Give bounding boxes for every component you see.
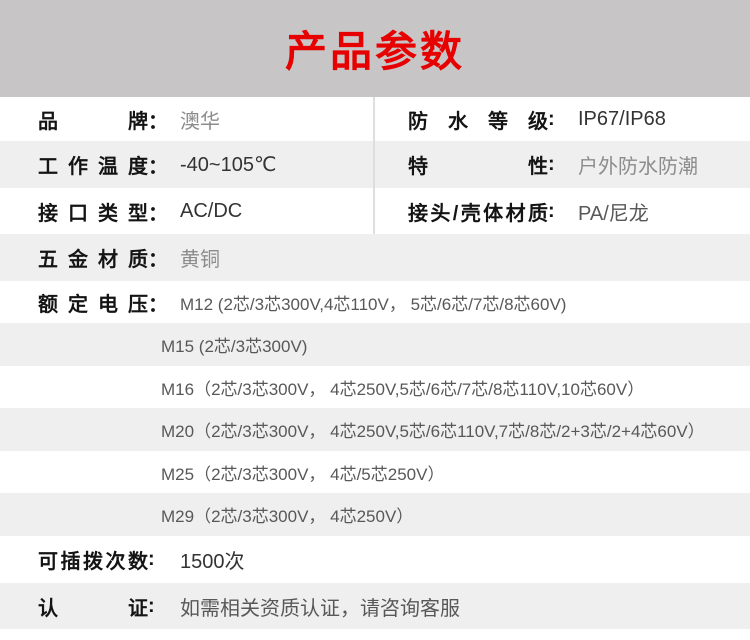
spec-label: 五金材质 — [38, 249, 148, 271]
label-colon: : — [148, 594, 155, 617]
spec-value-voltage-m12: M12 (2芯/3芯300V,4芯110V， 5芯/6芯/7芯/8芯60V) — [180, 294, 567, 314]
spec-row-temperature-feature: 工作温度： -40~105℃ 特性: 户外防水防潮 — [0, 141, 750, 188]
spec-label: 特性 — [408, 156, 548, 178]
spec-row-certification: 认证: 如需相关资质认证，请咨询客服 — [0, 583, 750, 629]
label-colon: ： — [148, 156, 168, 178]
page-title: 产品参数 — [284, 28, 465, 75]
spec-label: 接口类型 — [38, 202, 148, 225]
label-colon: ： — [148, 293, 168, 316]
spec-label: 防水等级 — [408, 110, 548, 133]
spec-row-voltage-m29: M29（2芯/3芯300V， 4芯250V） — [0, 493, 750, 536]
cell-voltage-m25: M25（2芯/3芯300V， 4芯/5芯250V） — [0, 451, 750, 493]
spec-label: 品牌 — [38, 110, 148, 133]
spec-value: -40~105℃ — [180, 154, 277, 176]
spec-value: 黄铜 — [180, 249, 220, 271]
spec-value: AC/DC — [180, 199, 243, 222]
spec-row-plug-cycles: 可插拨次数: 1500次 — [0, 536, 750, 583]
cell-feature: 特性: 户外防水防潮 — [375, 141, 750, 188]
label-colon: ： — [148, 110, 168, 133]
spec-row-voltage-m25: M25（2芯/3芯300V， 4芯/5芯250V） — [0, 451, 750, 493]
spec-value-voltage-m29: M29（2芯/3芯300V， 4芯250V） — [161, 507, 414, 526]
label-colon: : — [548, 107, 555, 130]
spec-row-rated-voltage: 额定电压： M12 (2芯/3芯300V,4芯110V， 5芯/6芯/7芯/8芯6… — [0, 281, 750, 323]
spec-row-hardware-material: 五金材质： 黄铜 — [0, 234, 750, 281]
spec-value: 户外防水防潮 — [578, 156, 698, 178]
label-colon: ： — [148, 202, 168, 225]
cell-shell-material: 接头/壳体材质: PA/尼龙 — [375, 188, 750, 234]
label-colon: : — [148, 548, 155, 570]
label-colon: : — [548, 199, 555, 222]
spec-value-voltage-m16: M16（2芯/3芯300V， 4芯250V,5芯/6芯/7芯/8芯110V,10… — [161, 379, 645, 399]
cell-voltage-m16: M16（2芯/3芯300V， 4芯250V,5芯/6芯/7芯/8芯110V,10… — [0, 366, 750, 408]
spec-value-voltage-m25: M25（2芯/3芯300V， 4芯/5芯250V） — [161, 464, 445, 484]
spec-label: 可插拨次数 — [38, 551, 148, 573]
spec-row-voltage-m16: M16（2芯/3芯300V， 4芯250V,5芯/6芯/7芯/8芯110V,10… — [0, 366, 750, 408]
cell-interface-type: 接口类型： AC/DC — [0, 188, 375, 234]
header-banner: 产品参数 — [0, 0, 750, 97]
label-colon: ： — [148, 249, 168, 271]
cell-voltage-m20: M20（2芯/3芯300V， 4芯250V,5芯/6芯110V,7芯/8芯/2+… — [0, 408, 750, 451]
spec-value-voltage-m15: M15 (2芯/3芯300V) — [161, 337, 308, 356]
cell-certification: 认证: 如需相关资质认证，请咨询客服 — [0, 583, 750, 629]
cell-brand: 品牌： 澳华 — [0, 97, 375, 141]
cell-waterproof-rating: 防水等级: IP67/IP68 — [375, 97, 750, 141]
spec-label: 接头/壳体材质 — [408, 202, 548, 225]
spec-row-brand-waterproof: 品牌： 澳华 防水等级: IP67/IP68 — [0, 97, 750, 141]
spec-label: 工作温度 — [38, 156, 148, 178]
spec-label: 认证 — [38, 597, 148, 620]
spec-label: 额定电压 — [38, 293, 148, 316]
cell-voltage-m15: M15 (2芯/3芯300V) — [0, 323, 750, 366]
spec-value: 如需相关资质认证，请咨询客服 — [180, 597, 460, 620]
cell-hardware-material: 五金材质： 黄铜 — [0, 234, 750, 281]
spec-value: 1500次 — [180, 551, 245, 573]
cell-plug-cycles: 可插拨次数: 1500次 — [0, 536, 750, 583]
spec-row-interface-material: 接口类型： AC/DC 接头/壳体材质: PA/尼龙 — [0, 188, 750, 234]
spec-row-voltage-m15: M15 (2芯/3芯300V) — [0, 323, 750, 366]
label-colon: : — [548, 153, 555, 175]
spec-table: 品牌：澳华 防水等级: IP67/IP68 工作温度： -40~105℃ 特性: 户外… — [0, 97, 750, 629]
spec-value-voltage-m20: M20（2芯/3芯300V， 4芯250V,5芯/6芯110V,7芯/8芯/2+… — [161, 422, 705, 441]
cell-rated-voltage: 额定电压： M12 (2芯/3芯300V,4芯110V， 5芯/6芯/7芯/8芯6… — [0, 281, 750, 323]
cell-working-temperature: 工作温度： -40~105℃ — [0, 141, 375, 188]
cell-voltage-m29: M29（2芯/3芯300V， 4芯250V） — [0, 493, 750, 536]
spec-value: 澳华 — [180, 110, 220, 133]
spec-value: IP67/IP68 — [578, 107, 666, 130]
spec-row-voltage-m20: M20（2芯/3芯300V， 4芯250V,5芯/6芯110V,7芯/8芯/2+… — [0, 408, 750, 451]
spec-value: PA/尼龙 — [578, 202, 649, 225]
